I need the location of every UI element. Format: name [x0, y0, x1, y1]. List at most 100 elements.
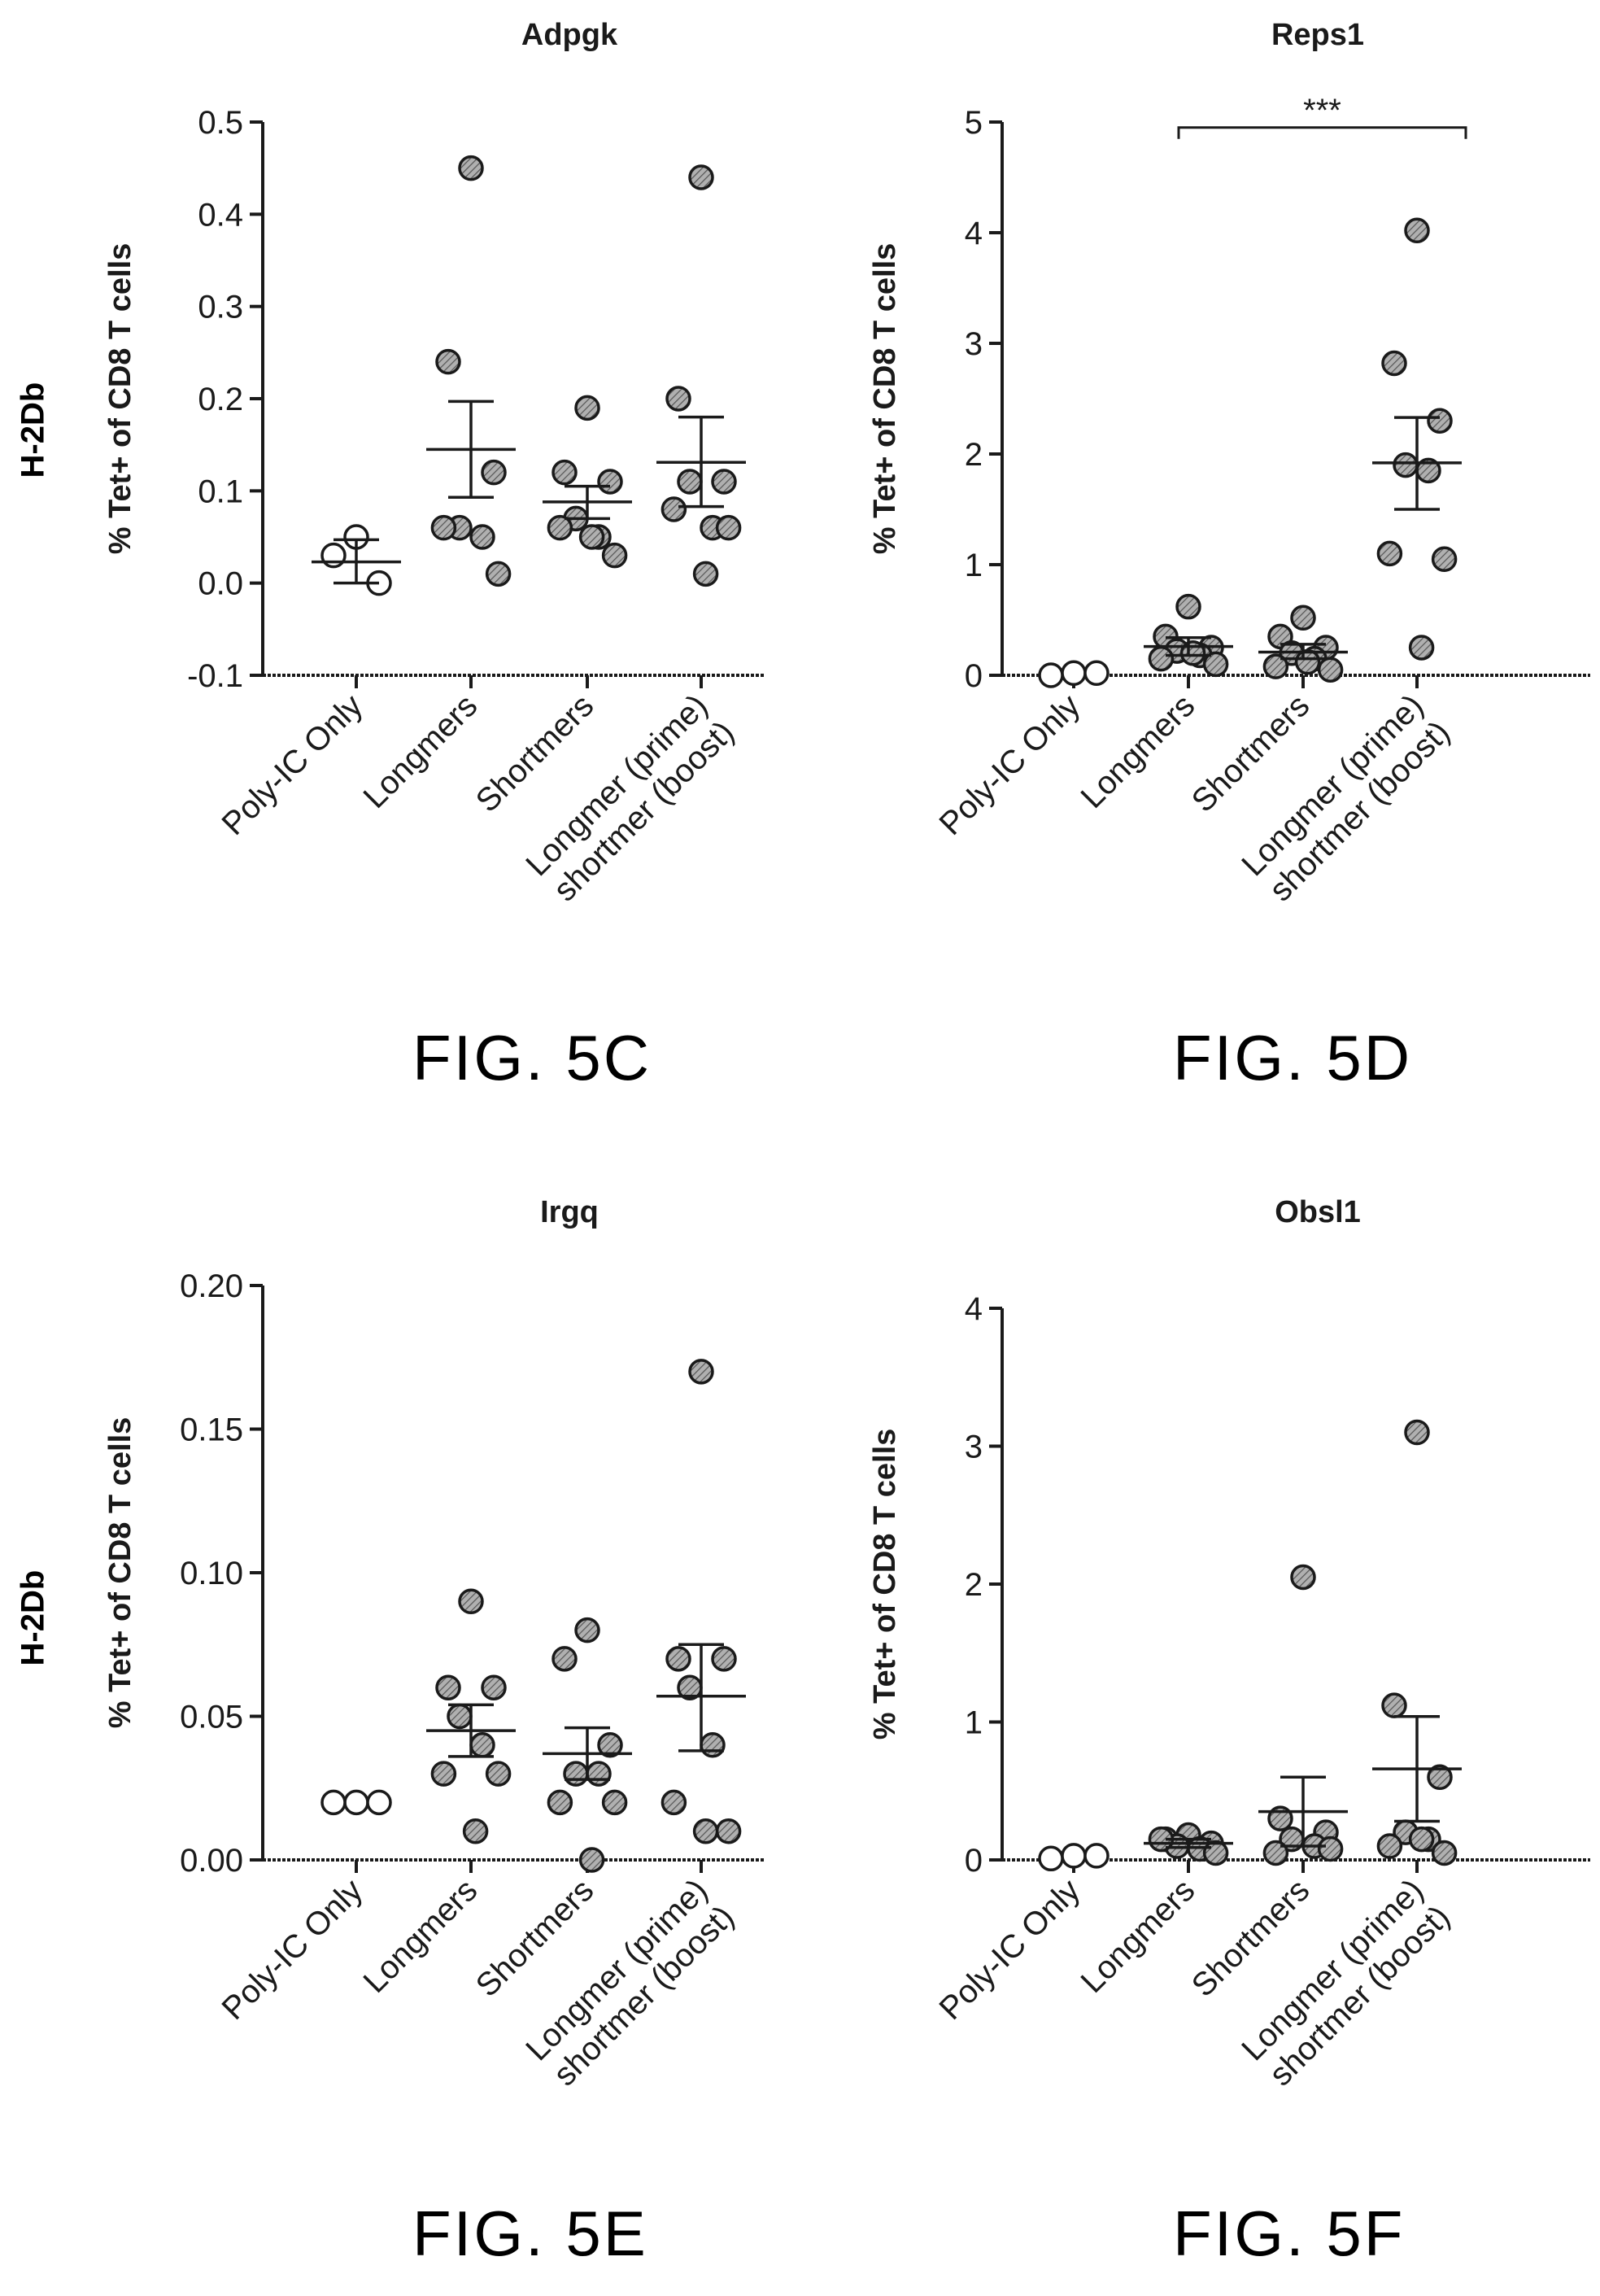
data-point — [1317, 657, 1344, 683]
chart-title: Obsl1 — [1275, 1195, 1361, 1229]
chart-irgq: Irgq % Tet+ of CD8 T cells 0.00 0.05 0.10 0.1… — [103, 1195, 765, 2093]
y-tick-label: 0.4 — [198, 197, 243, 233]
x-category-label: Poly-IC Only — [216, 1872, 370, 2027]
data-point — [1061, 660, 1087, 687]
data-point — [1262, 653, 1289, 679]
data-point — [551, 459, 578, 486]
data-point — [1290, 605, 1316, 631]
data-point — [485, 561, 512, 587]
data-point — [692, 561, 719, 587]
data-point — [597, 1732, 623, 1758]
data-point — [1202, 1840, 1229, 1866]
data-point — [547, 514, 573, 541]
x-category-label: Longmers — [356, 1872, 484, 2000]
y-tick-label: 0.2 — [198, 382, 243, 417]
data-point — [688, 1359, 714, 1385]
data-point — [1381, 350, 1407, 377]
data-point — [1427, 408, 1453, 434]
y-tick-label: 0.00 — [180, 1843, 243, 1879]
data-point — [715, 514, 742, 541]
data-point — [1148, 645, 1175, 672]
y-tick-label: 5 — [965, 105, 983, 141]
data-point — [1290, 1564, 1316, 1591]
significance-bracket — [1177, 126, 1467, 139]
data-point — [458, 155, 484, 181]
data-point — [430, 514, 457, 541]
x-category-label: Longmers — [356, 687, 484, 815]
chart-adpgk: Adpgk % Tet+ of CD8 T cells -0.1 0.0 0.1 0.2 0… — [103, 18, 765, 908]
y-tick-label: 4 — [965, 1291, 983, 1327]
x-category-label: Poly-IC Only — [216, 687, 370, 842]
data-point — [343, 1789, 369, 1816]
data-point — [1083, 1843, 1110, 1869]
chart-title: Reps1 — [1271, 18, 1364, 52]
x-category-label: Longmers — [1074, 687, 1201, 815]
data-point — [660, 496, 687, 522]
y-tick-label: 2 — [965, 1567, 983, 1603]
data-point — [692, 1818, 719, 1844]
y-tick-label: -0.1 — [187, 658, 243, 694]
data-point — [1294, 648, 1321, 675]
data-point — [435, 1674, 461, 1700]
figure-caption-5e: FIG. 5E — [412, 2198, 648, 2269]
data-point — [574, 395, 600, 421]
y-tick-label: 0.5 — [198, 105, 243, 141]
data-point — [688, 164, 714, 190]
y-axis-label: % Tet+ of CD8 T cells — [868, 1429, 902, 1740]
data-point — [481, 459, 507, 486]
y-tick-label: 3 — [965, 1430, 983, 1465]
data-point — [563, 1761, 589, 1787]
data-point — [435, 348, 461, 375]
y-axis-label: % Tet+ of CD8 T cells — [103, 1417, 137, 1729]
data-point — [711, 469, 737, 495]
data-point — [1317, 1835, 1344, 1862]
data-point — [578, 524, 605, 550]
data-point — [660, 1789, 687, 1816]
data-point — [665, 386, 691, 412]
data-point — [1404, 1419, 1430, 1446]
y-tick-label: 2 — [965, 437, 983, 473]
data-point — [1376, 1833, 1403, 1859]
data-point — [485, 1761, 512, 1787]
y-tick-label: 0.0 — [198, 566, 243, 602]
figure-caption-5d: FIG. 5D — [1173, 1022, 1413, 1093]
x-category-label: Poly-IC Only — [933, 1872, 1088, 2027]
data-point — [1202, 651, 1229, 678]
y-tick-label: 0.20 — [180, 1268, 243, 1304]
chart-reps1: Reps1 % Tet+ of CD8 T cells 0 1 2 3 4 5 Poly-IC … — [868, 18, 1590, 908]
data-point — [578, 1847, 605, 1873]
y-axis-label: % Tet+ of CD8 T cells — [868, 243, 902, 555]
data-point — [462, 1818, 489, 1844]
y-tick-label: 0 — [965, 1843, 983, 1879]
data-point — [1404, 217, 1430, 244]
y-tick-label: 3 — [965, 326, 983, 362]
data-point — [1431, 1840, 1458, 1866]
data-point — [700, 1732, 726, 1758]
x-category-label: Longmers — [1074, 1872, 1201, 2000]
data-point — [458, 1588, 484, 1615]
data-point — [1083, 660, 1110, 687]
data-point — [601, 542, 628, 569]
data-point — [1038, 662, 1064, 688]
y-tick-label: 1 — [965, 548, 983, 583]
data-point — [320, 1789, 347, 1816]
y-tick-label: 0.1 — [198, 474, 243, 509]
data-point — [469, 524, 495, 550]
data-point — [1381, 1692, 1407, 1718]
data-point — [711, 1646, 737, 1672]
y-tick-label: 1 — [965, 1705, 983, 1741]
data-point — [586, 1761, 612, 1787]
y-tick-label: 0.3 — [198, 290, 243, 325]
data-point — [677, 469, 703, 495]
chart-obsl1: Obsl1 % Tet+ of CD8 T cells 0 1 2 3 4 Poly-IC O… — [868, 1195, 1590, 2093]
data-point — [551, 1646, 578, 1672]
data-point — [1175, 593, 1201, 620]
data-point — [481, 1674, 507, 1700]
data-point — [1408, 1826, 1435, 1853]
data-point — [547, 1789, 573, 1816]
data-point — [1408, 635, 1435, 661]
data-point — [715, 1818, 742, 1844]
data-point — [320, 542, 347, 569]
data-point — [601, 1789, 628, 1816]
y-tick-label: 0.05 — [180, 1700, 243, 1735]
